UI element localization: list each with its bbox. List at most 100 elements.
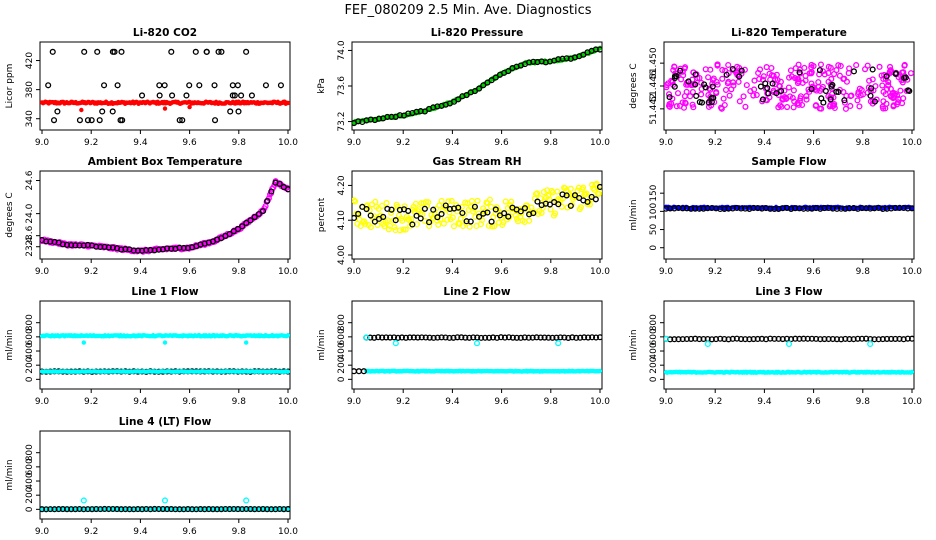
data-point [764,85,771,92]
data-point [443,204,450,211]
y-tick-label: 800 [25,314,35,331]
data-point [436,202,443,209]
x-tick-label: 9.0 [659,267,674,277]
data-point [750,92,757,99]
data-point [379,202,386,209]
data-point [234,82,241,89]
data-point [88,117,95,124]
data-point [466,334,473,341]
data-point [367,224,374,231]
y-tick-label: 0 [337,376,347,382]
data-point [883,100,890,107]
data-point [234,225,242,233]
data-point [822,87,829,95]
data-point [741,66,748,73]
y-axis-label: kPa [317,78,327,94]
data-point [179,117,186,124]
y-tick-label: 800 [337,314,347,331]
data-point [864,62,871,69]
data-point [788,73,795,80]
data-point [501,210,508,217]
data-point [584,198,591,205]
data-point [785,84,792,91]
x-tick-label: 9.6 [182,527,197,537]
data-point [215,48,222,55]
data-point [709,80,716,87]
data-point [285,369,290,374]
data-point [565,334,572,341]
plot-frame [351,170,603,260]
data-points [352,180,602,234]
data-point [414,334,421,341]
data-point [835,88,842,96]
y-tick-label: 51.446 [649,70,659,102]
data-point [848,92,855,99]
data-points [664,204,914,213]
data-point [803,93,810,100]
data-point [458,203,465,211]
data-point [908,205,914,212]
data-point [890,94,897,101]
data-point [284,186,290,193]
data-point [783,95,790,103]
data-point [799,101,806,109]
data-point [676,102,683,109]
data-point [701,81,708,88]
y-tick-label: 73.6 [337,76,347,96]
x-tick-label: 9.8 [232,397,247,407]
data-point [422,334,429,341]
data-point [466,223,473,230]
data-point [484,209,491,216]
data-point [756,66,764,73]
data-point [687,93,694,100]
data-point [390,334,398,341]
data-point [867,92,874,99]
data-point [509,334,516,341]
data-point [856,103,863,110]
data-point [187,104,192,110]
data-point [592,334,600,341]
data-point [825,63,832,70]
data-point [751,77,758,84]
data-point [502,198,509,205]
series-2 [40,179,290,254]
data-point [577,334,584,341]
data-point [670,67,677,74]
data-point [360,368,367,375]
data-point [471,203,478,210]
data-point [816,67,823,74]
chart-title: Li-820 CO2 [133,27,197,39]
y-tick-label: 600 [337,328,347,345]
series-1 [40,99,290,113]
data-point [908,335,914,342]
x-tick-label: 9.4 [757,397,772,407]
data-point [529,334,536,341]
data-point [79,107,84,113]
data-point [426,334,433,341]
data-point [409,221,416,228]
data-point [455,204,462,211]
data-point [552,210,559,217]
y-tick-label: 100 [649,203,659,220]
data-point [196,82,203,89]
data-point [677,76,685,83]
data-point [398,334,405,341]
plot-frame [39,170,291,260]
data-point [713,88,720,96]
x-tick-label: 10.0 [278,527,298,537]
data-point [795,101,802,108]
chart-title: Line 2 Flow [443,286,510,298]
data-point [585,334,592,341]
data-point [435,221,442,228]
x-tick-label: 9.2 [396,267,410,277]
data-point [390,217,397,224]
data-point [497,334,505,341]
data-point [557,334,564,341]
x-tick-label: 10.0 [590,267,610,277]
x-tick-label: 9.4 [445,397,460,407]
data-point [812,102,819,109]
plot-frame [39,300,291,390]
data-point [434,334,441,341]
data-point [593,180,600,187]
x-tick-label: 9.2 [84,397,98,407]
